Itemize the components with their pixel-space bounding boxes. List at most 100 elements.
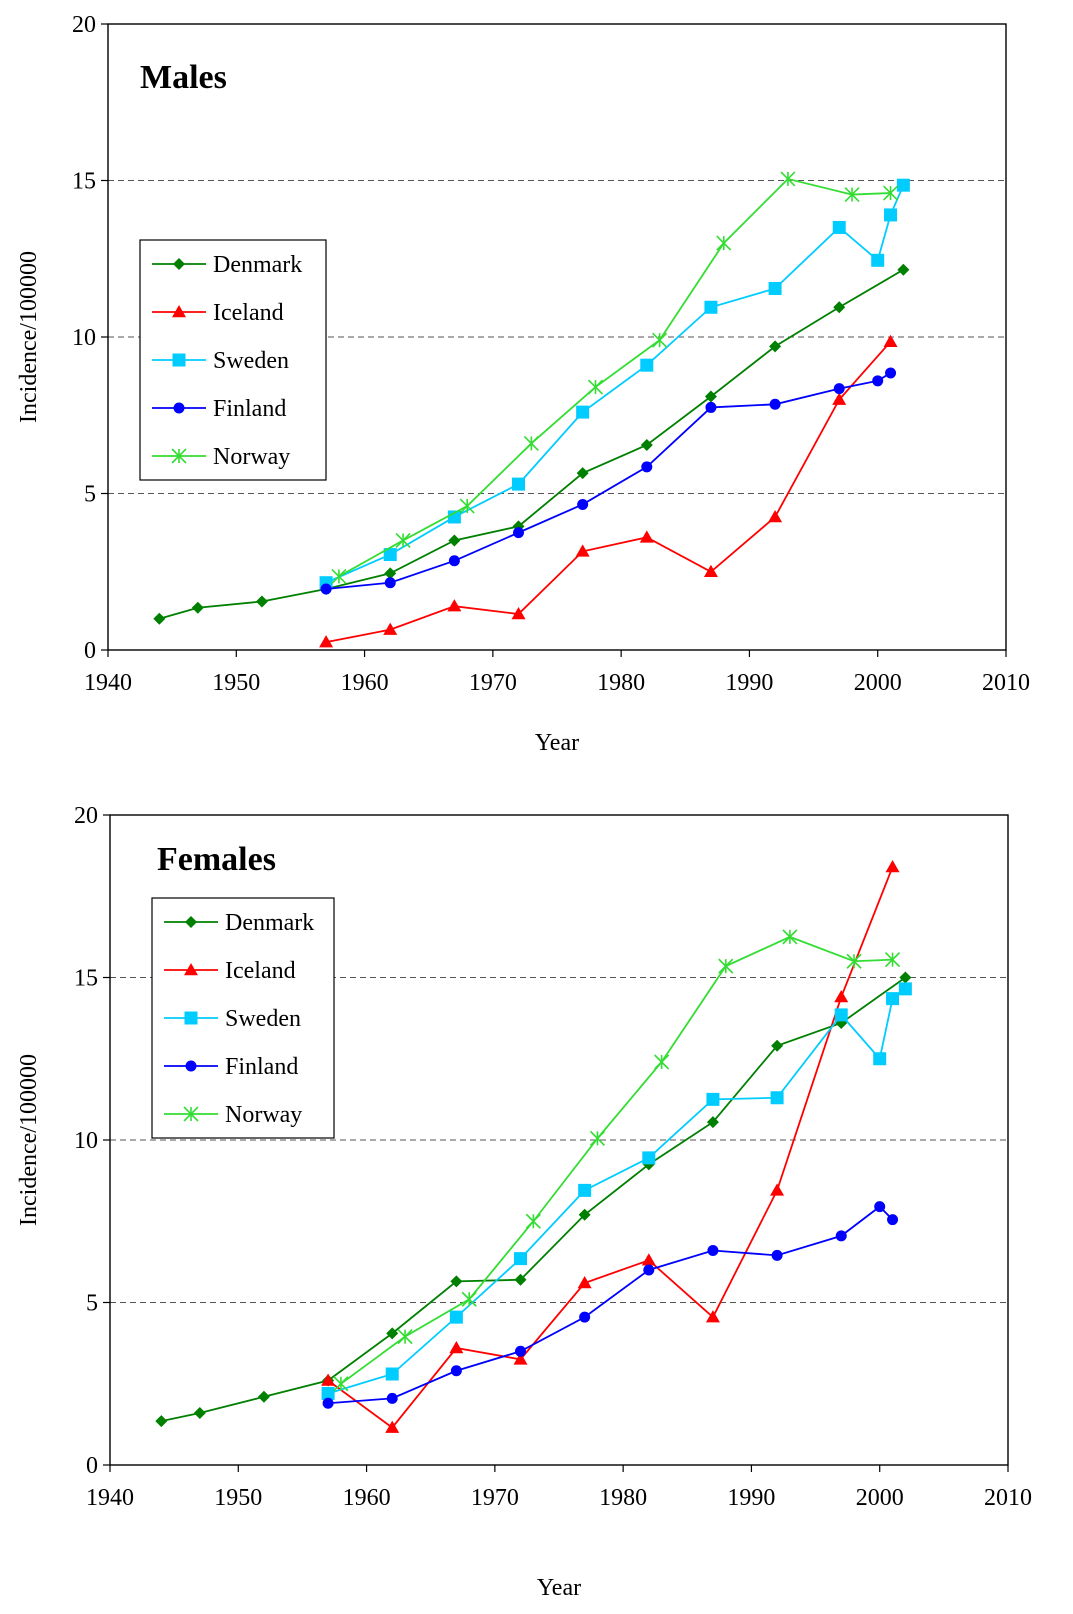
finland-marker bbox=[885, 367, 897, 379]
legend-item-sweden: Sweden bbox=[152, 348, 289, 374]
denmark-marker bbox=[153, 612, 166, 625]
denmark-marker bbox=[193, 1407, 206, 1419]
legend: Denmark Iceland Sweden Finland Norway bbox=[151, 897, 335, 1139]
denmark-marker bbox=[578, 1208, 591, 1221]
iceland-marker bbox=[883, 334, 898, 347]
legend-item-denmark: Denmark bbox=[152, 252, 302, 278]
denmark-marker bbox=[155, 1415, 168, 1428]
series-norway bbox=[333, 929, 901, 1392]
series-line-iceland bbox=[327, 866, 894, 1429]
denmark-marker bbox=[833, 301, 846, 314]
legend-label-finland: Finland bbox=[213, 396, 286, 422]
sweden-marker bbox=[385, 1367, 399, 1381]
x-tick-label: 1970 bbox=[471, 1485, 519, 1511]
finland-marker bbox=[872, 375, 884, 387]
iceland-marker bbox=[577, 1276, 592, 1289]
chart-title: Males bbox=[140, 59, 227, 96]
denmark-marker bbox=[771, 1039, 784, 1052]
y-tick-label: 20 bbox=[72, 12, 96, 38]
iceland-marker bbox=[703, 564, 718, 577]
norway-marker bbox=[844, 187, 860, 203]
norway-marker bbox=[587, 379, 604, 395]
legend-label-norway: Norway bbox=[213, 444, 290, 470]
legend-label-norway: Norway bbox=[225, 1102, 302, 1128]
x-tick-label: 2000 bbox=[854, 670, 902, 696]
sweden-marker bbox=[873, 1052, 887, 1066]
iceland-marker bbox=[834, 990, 849, 1003]
iceland-marker bbox=[705, 1310, 720, 1323]
norway-marker bbox=[523, 435, 539, 451]
iceland-marker bbox=[385, 1420, 400, 1433]
denmark-marker bbox=[514, 1273, 527, 1286]
iceland-marker bbox=[383, 622, 398, 635]
norway-marker bbox=[525, 1213, 541, 1229]
legend-item-denmark: Denmark bbox=[164, 910, 314, 936]
x-tick-label: 1960 bbox=[341, 670, 389, 696]
legend-norway-marker bbox=[183, 1106, 199, 1122]
series-line-finland bbox=[325, 372, 892, 590]
iceland-marker bbox=[321, 1373, 336, 1386]
finland-marker bbox=[874, 1201, 886, 1213]
finland-marker bbox=[320, 583, 332, 595]
sweden-marker bbox=[321, 1387, 335, 1400]
y-axis-label: Incidence/100000 bbox=[16, 1054, 42, 1226]
y-tick-label: 10 bbox=[72, 325, 96, 351]
legend-norway-marker bbox=[171, 448, 187, 464]
finland-marker bbox=[771, 1249, 783, 1261]
series-line-sweden bbox=[325, 184, 905, 584]
denmark-marker bbox=[450, 1275, 463, 1288]
norway-marker bbox=[652, 332, 668, 348]
finland-marker bbox=[386, 1392, 398, 1404]
series-sweden bbox=[321, 982, 912, 1400]
legend: Denmark Iceland Sweden Finland Norway bbox=[139, 239, 327, 481]
y-tick-label: 10 bbox=[74, 1128, 98, 1154]
y-tick-label: 15 bbox=[72, 169, 96, 195]
series-line-sweden bbox=[327, 988, 906, 1395]
x-tick-label: 2010 bbox=[982, 670, 1030, 696]
iceland-marker bbox=[641, 1253, 656, 1266]
legend-label-denmark: Denmark bbox=[225, 910, 314, 936]
iceland-marker bbox=[639, 530, 654, 543]
denmark-marker bbox=[257, 1390, 270, 1403]
iceland-marker bbox=[770, 1183, 785, 1196]
denmark-marker bbox=[191, 601, 204, 614]
finland-marker bbox=[450, 1365, 462, 1377]
norway-marker bbox=[782, 929, 798, 945]
x-tick-label: 1950 bbox=[214, 1485, 262, 1511]
iceland-marker bbox=[319, 635, 334, 648]
finland-marker bbox=[515, 1345, 527, 1357]
denmark-marker bbox=[386, 1327, 399, 1340]
series-line-norway bbox=[340, 935, 893, 1385]
legend-sweden-marker bbox=[184, 1011, 198, 1025]
finland-marker bbox=[579, 1311, 591, 1323]
norway-marker bbox=[461, 1291, 477, 1307]
norway-marker bbox=[395, 532, 411, 549]
x-tick-label: 1940 bbox=[86, 1485, 134, 1511]
x-tick-label: 1970 bbox=[469, 670, 517, 696]
norway-marker bbox=[718, 958, 734, 974]
sweden-marker bbox=[512, 477, 526, 491]
x-tick-label: 2010 bbox=[984, 1485, 1032, 1511]
legend-denmark-marker bbox=[173, 258, 185, 270]
series-finland bbox=[322, 1201, 899, 1409]
finland-marker bbox=[887, 1214, 899, 1226]
norway-marker bbox=[331, 568, 347, 585]
sweden-marker bbox=[578, 1183, 592, 1197]
y-tick-label: 5 bbox=[84, 482, 96, 508]
legend-item-iceland: Iceland bbox=[164, 958, 296, 984]
series-line-iceland bbox=[325, 341, 892, 644]
legend-iceland-marker bbox=[172, 305, 186, 318]
iceland-marker bbox=[511, 607, 526, 620]
finland-marker bbox=[513, 527, 525, 539]
denmark-marker bbox=[640, 438, 653, 451]
finland-marker bbox=[833, 383, 845, 395]
legend-item-finland: Finland bbox=[164, 1054, 298, 1080]
sweden-marker bbox=[768, 281, 782, 295]
series-norway bbox=[331, 171, 899, 585]
finland-marker bbox=[384, 577, 396, 589]
legend-finland-marker bbox=[185, 1060, 197, 1072]
sweden-marker bbox=[884, 208, 898, 222]
sweden-marker bbox=[834, 1008, 848, 1022]
sweden-marker bbox=[886, 992, 900, 1006]
